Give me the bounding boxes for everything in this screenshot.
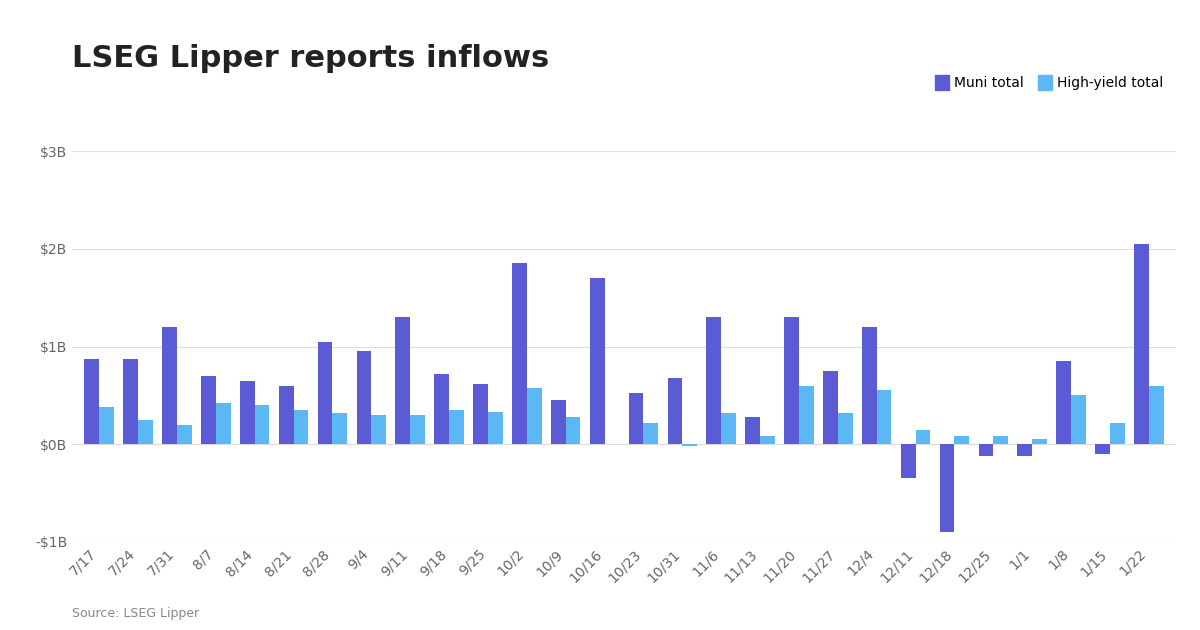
Bar bbox=[488, 412, 503, 444]
Bar bbox=[1032, 439, 1046, 444]
Bar bbox=[527, 387, 541, 444]
Bar bbox=[667, 378, 683, 444]
Bar bbox=[240, 381, 254, 444]
Bar bbox=[332, 413, 347, 444]
Bar bbox=[371, 415, 386, 444]
Bar bbox=[994, 437, 1008, 444]
Bar bbox=[216, 403, 230, 444]
Bar bbox=[629, 393, 643, 444]
Bar bbox=[823, 371, 838, 444]
Bar bbox=[254, 405, 270, 444]
Bar bbox=[396, 317, 410, 444]
Legend: Muni total, High-yield total: Muni total, High-yield total bbox=[929, 70, 1169, 96]
Bar bbox=[1110, 423, 1124, 444]
Bar bbox=[162, 327, 176, 444]
Bar bbox=[940, 444, 954, 532]
Bar bbox=[799, 386, 814, 444]
Bar bbox=[643, 423, 659, 444]
Bar bbox=[760, 437, 775, 444]
Bar bbox=[589, 278, 605, 444]
Bar bbox=[978, 444, 994, 456]
Bar bbox=[356, 352, 371, 444]
Bar bbox=[551, 400, 565, 444]
Bar bbox=[838, 413, 852, 444]
Bar bbox=[138, 420, 152, 444]
Bar bbox=[954, 437, 970, 444]
Text: Source: LSEG Lipper: Source: LSEG Lipper bbox=[72, 607, 199, 621]
Bar bbox=[916, 430, 930, 444]
Bar bbox=[473, 384, 488, 444]
Bar bbox=[862, 327, 877, 444]
Bar bbox=[707, 317, 721, 444]
Bar bbox=[124, 359, 138, 444]
Bar bbox=[1134, 244, 1148, 444]
Bar bbox=[877, 391, 892, 444]
Bar bbox=[745, 417, 760, 444]
Bar bbox=[683, 444, 697, 446]
Bar bbox=[512, 263, 527, 444]
Bar bbox=[901, 444, 916, 478]
Bar bbox=[721, 413, 736, 444]
Bar bbox=[410, 415, 425, 444]
Bar bbox=[565, 417, 581, 444]
Bar bbox=[176, 425, 192, 444]
Bar bbox=[784, 317, 799, 444]
Bar bbox=[84, 359, 100, 444]
Bar bbox=[318, 341, 332, 444]
Text: LSEG Lipper reports inflows: LSEG Lipper reports inflows bbox=[72, 44, 550, 73]
Bar bbox=[1018, 444, 1032, 456]
Bar bbox=[100, 407, 114, 444]
Bar bbox=[1056, 361, 1072, 444]
Bar bbox=[202, 375, 216, 444]
Bar bbox=[449, 410, 464, 444]
Bar bbox=[294, 410, 308, 444]
Bar bbox=[1072, 396, 1086, 444]
Bar bbox=[1096, 444, 1110, 454]
Bar bbox=[278, 386, 294, 444]
Bar bbox=[1148, 386, 1164, 444]
Bar bbox=[434, 374, 449, 444]
